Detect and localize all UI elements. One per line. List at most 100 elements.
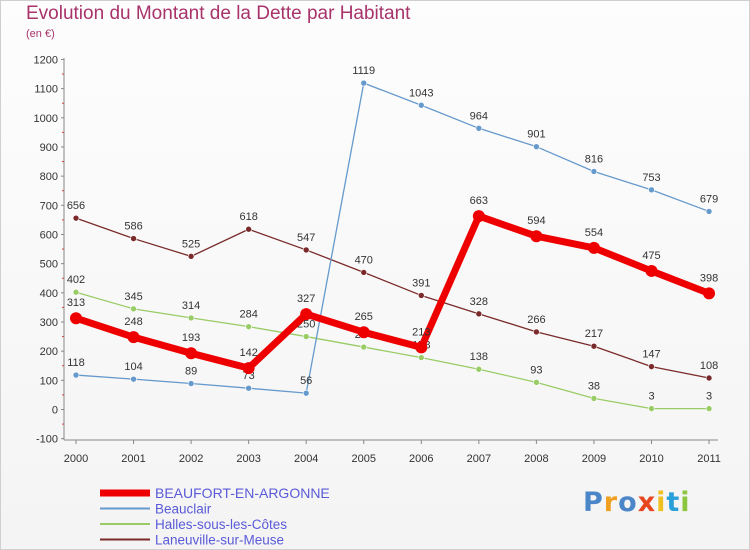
data-point bbox=[360, 343, 368, 351]
data-point bbox=[360, 269, 368, 276]
y-tick-label: 300 bbox=[40, 317, 58, 329]
y-tick-label: 1000 bbox=[34, 113, 58, 125]
x-tick-label: 2000 bbox=[64, 453, 88, 465]
data-label: 142 bbox=[239, 347, 257, 359]
x-tick-label: 2006 bbox=[409, 453, 433, 465]
logo-letter: t bbox=[666, 487, 681, 518]
data-point bbox=[533, 143, 540, 150]
y-tick-label: 1100 bbox=[34, 84, 58, 96]
data-label: 402 bbox=[67, 274, 85, 286]
data-label: 470 bbox=[355, 254, 373, 266]
data-point bbox=[302, 389, 310, 397]
data-label: 266 bbox=[527, 314, 545, 326]
logo-letter: o bbox=[618, 487, 638, 518]
data-label: 1043 bbox=[409, 87, 433, 99]
data-point bbox=[360, 79, 368, 87]
y-tick-label: -100 bbox=[36, 434, 58, 446]
data-point bbox=[417, 354, 425, 361]
data-point bbox=[648, 186, 655, 194]
data-label: 663 bbox=[470, 195, 488, 207]
chart-title: Evolution du Montant de la Dette par Hab… bbox=[26, 3, 411, 24]
data-point bbox=[705, 374, 713, 382]
data-point bbox=[245, 384, 252, 392]
data-point bbox=[590, 168, 598, 175]
data-point bbox=[590, 342, 598, 350]
data-label: 265 bbox=[355, 311, 373, 323]
data-point bbox=[415, 341, 428, 354]
y-tick-label: 100 bbox=[40, 375, 58, 387]
data-point bbox=[533, 379, 540, 386]
data-point bbox=[187, 314, 195, 322]
data-label: 138 bbox=[470, 351, 488, 363]
series-line bbox=[72, 212, 713, 372]
data-label: 108 bbox=[700, 360, 718, 372]
data-label: 248 bbox=[124, 316, 142, 328]
data-label: 89 bbox=[185, 366, 197, 378]
logo-letter: P bbox=[583, 487, 604, 518]
data-label: 753 bbox=[642, 172, 660, 184]
y-tick-label: 800 bbox=[40, 171, 58, 183]
data-label: 313 bbox=[67, 297, 85, 309]
data-point bbox=[417, 101, 425, 109]
data-label: 3 bbox=[648, 391, 654, 403]
data-label: 93 bbox=[530, 364, 542, 376]
data-label: 547 bbox=[297, 232, 315, 244]
x-tick-label: 2007 bbox=[467, 453, 491, 465]
data-label: 193 bbox=[182, 332, 200, 344]
data-label: 217 bbox=[585, 328, 603, 340]
data-point bbox=[127, 331, 140, 344]
data-label: 213 bbox=[412, 326, 430, 338]
data-label: 104 bbox=[124, 361, 142, 373]
logo-letter: i bbox=[656, 487, 667, 518]
data-point bbox=[130, 305, 137, 313]
legend-label: Beauclair bbox=[155, 502, 212, 517]
data-point bbox=[533, 328, 540, 336]
data-point bbox=[703, 287, 716, 300]
data-label: 901 bbox=[527, 129, 545, 141]
data-label: 964 bbox=[470, 110, 488, 122]
data-point bbox=[300, 308, 313, 321]
x-tick-label: 2011 bbox=[697, 453, 721, 465]
x-tick-label: 2010 bbox=[639, 453, 663, 465]
legend-label: Laneuville-sur-Meuse bbox=[155, 533, 284, 548]
data-label: 284 bbox=[239, 309, 257, 321]
data-label: 656 bbox=[67, 200, 85, 212]
data-label: 475 bbox=[642, 250, 660, 262]
data-point bbox=[70, 312, 82, 325]
y-tick-label: 400 bbox=[40, 288, 58, 300]
data-point bbox=[590, 395, 598, 402]
x-tick-label: 2005 bbox=[352, 453, 376, 465]
data-point bbox=[245, 323, 252, 330]
data-point bbox=[475, 310, 483, 318]
data-label: 594 bbox=[527, 215, 545, 227]
data-point bbox=[705, 405, 713, 412]
y-tick-label: 600 bbox=[40, 229, 58, 241]
data-point bbox=[187, 380, 195, 387]
data-label: 1119 bbox=[352, 65, 375, 77]
data-point bbox=[185, 347, 198, 360]
data-label: 391 bbox=[412, 277, 430, 289]
x-tick-label: 2003 bbox=[236, 453, 260, 465]
data-point bbox=[648, 405, 655, 412]
x-tick-label: 2008 bbox=[524, 453, 548, 465]
x-tick-label: 2002 bbox=[179, 453, 203, 465]
data-point bbox=[530, 230, 543, 243]
data-label: 327 bbox=[297, 293, 315, 305]
legend-label: BEAUFORT-EN-ARGONNE bbox=[155, 485, 330, 501]
data-point bbox=[130, 235, 137, 242]
data-label: 554 bbox=[585, 227, 603, 239]
logo-letter: i bbox=[680, 487, 691, 518]
y-tick-label: 900 bbox=[40, 142, 58, 154]
series-line bbox=[75, 82, 710, 394]
chart-subtitle: (en €) bbox=[26, 28, 55, 40]
data-point bbox=[242, 362, 255, 375]
data-label: 328 bbox=[470, 296, 488, 308]
data-point bbox=[648, 363, 655, 370]
data-point bbox=[72, 288, 80, 296]
data-label: 3 bbox=[706, 391, 712, 403]
y-tick-label: 700 bbox=[40, 200, 58, 212]
x-tick-label: 2004 bbox=[294, 453, 318, 465]
series-line bbox=[75, 291, 710, 410]
series-line bbox=[75, 217, 710, 379]
